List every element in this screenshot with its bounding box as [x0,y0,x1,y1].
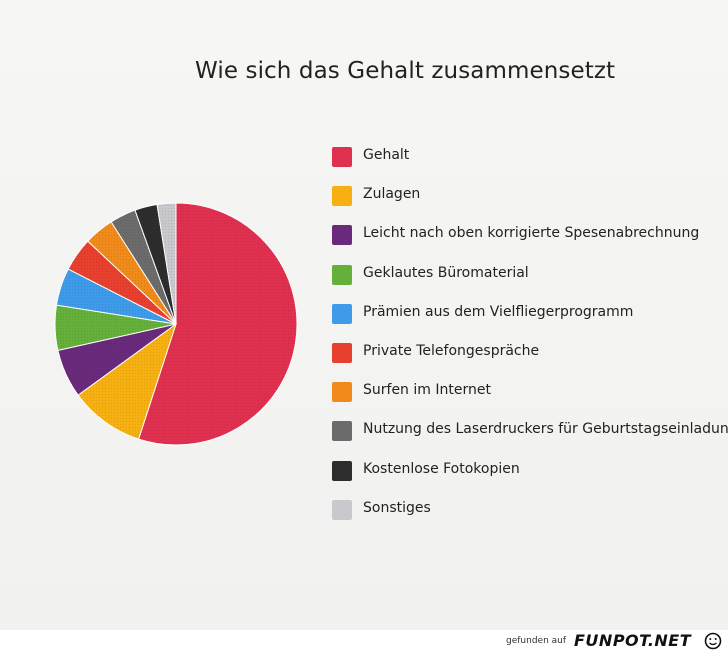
legend-swatch [332,147,352,167]
legend-label: Prämien aus dem Vielfliegerprogramm [363,303,634,320]
legend-item: Nutzung des Laserdruckers für Geburtstag… [332,416,728,455]
pie-slice-texture-7 [87,221,176,324]
legend-label: Surfen im Internet [363,382,491,399]
legend-swatch [332,421,352,442]
legend-item: Geklautes Büromaterial [332,260,728,299]
legend-swatch [332,264,352,285]
pie-slice-texture-6 [68,241,176,324]
chart-title: Wie sich das Gehalt zusammensetzt [195,58,616,84]
legend-swatch [332,460,352,481]
legend-label: Private Telefongespräche [363,342,540,359]
legend-swatch [332,303,352,324]
footer-brand-logo[interactable]: FUNPOT.NET [574,631,692,650]
pie-slice-texture-3 [57,324,176,396]
pie-slice-texture-5 [56,269,176,324]
legend-swatch [332,382,352,403]
pie-slice-texture-2 [78,324,176,440]
footer-prefix: gefunden auf [506,636,567,646]
legend-item: Zulagen [332,181,728,220]
legend-swatch [332,225,352,246]
legend-item: Sonstiges [332,495,728,534]
legend-item: Surfen im Internet [332,377,728,416]
legend-label: Leicht nach oben korrigierte Spesenabrec… [363,225,700,242]
legend-item: Prämien aus dem Vielfliegerprogramm [332,299,728,338]
legend-label: Sonstiges [363,499,431,516]
pie-slice-texture-8 [111,210,176,324]
legend-item: Leicht nach oben korrigierte Spesenabrec… [332,220,728,259]
pie-slice-texture-4 [54,305,177,351]
pie-slice-texture-9 [135,204,176,324]
pie-slice-texture-10 [157,203,176,324]
legend-label: Geklautes Büromaterial [363,264,529,281]
legend-swatch [332,499,352,520]
footer: gefunden auf FUNPOT.NET [0,630,728,652]
legend-item: Gehalt [332,142,728,181]
pie-chart [54,202,298,446]
smiley-logo-icon [704,632,722,650]
pie-slice-texture-1 [138,203,297,445]
legend: Gehalt Zulagen Leicht nach oben korrigiert… [332,142,728,534]
legend-label: Gehalt [363,147,410,163]
legend-item: Kostenlose Fotokopien [332,456,728,495]
legend-label: Nutzung des Laserdruckers für Geburtstag… [363,421,728,438]
legend-item: Private Telefongespräche [332,338,728,377]
legend-swatch [332,186,352,207]
legend-swatch [332,342,352,363]
legend-label: Kostenlose Fotokopien [363,460,520,477]
legend-label: Zulagen [363,186,421,203]
page: Wie sich das Gehalt zusammensetzt Gehalt… [0,0,728,630]
